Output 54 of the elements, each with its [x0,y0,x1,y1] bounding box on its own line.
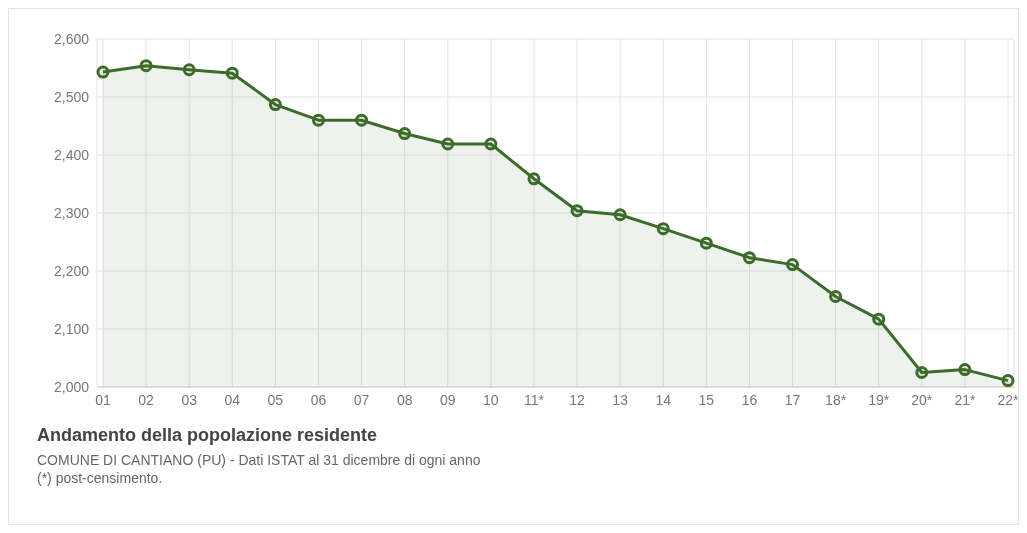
point [613,208,627,222]
x-tick-label: 18* [825,391,847,408]
point [1001,374,1015,387]
point [872,312,886,326]
x-tick-label: 06 [310,391,327,408]
y-tick-label: 2,500 [53,88,90,105]
x-tick-label: 17 [784,391,801,408]
point [484,137,498,151]
x-tick-label: 05 [267,391,284,408]
point [786,258,800,272]
point [958,363,972,377]
text: COMUNE DI CANTIANO (PU) - Dati ISTAT al 31 dicembre di ogni anno [37,452,482,468]
point [915,366,929,379]
x-tick-label: 22* [997,391,1020,408]
x-tick-label: 16 [741,391,758,408]
point [570,204,584,218]
x-tick-label: 07 [353,391,370,408]
x-tick-label: 08 [396,391,413,408]
x-tick-label: 21* [954,391,976,408]
point [699,236,713,250]
point [225,66,239,80]
point [527,172,541,186]
point [355,113,369,127]
point [398,127,412,141]
x-tick-label: 02 [138,391,155,408]
x-tick-label: 01 [95,391,111,408]
x-tick-label: 09 [439,391,456,408]
point [656,222,670,236]
y-tick-label: 2,600 [53,30,90,47]
x-tick-label: 10 [483,391,499,408]
y-tick-label: 2,200 [53,262,90,279]
x-tick-label: 04 [224,391,241,408]
x-tick-label: 14 [655,391,672,408]
point [742,251,756,265]
y-tick-label: 2,400 [53,146,90,163]
x-tick-label: 12 [569,391,586,408]
x-tick-label: 03 [181,391,198,408]
y-tick-label: 2,300 [53,204,90,221]
x-tick-label: 11* [523,391,545,408]
point [268,98,282,112]
y-tick-label: 2,000 [53,378,90,395]
x-tick-label: 20* [911,391,933,408]
x-tick-label: 19* [868,391,890,408]
point [441,137,455,151]
x-tick-label: 15 [698,391,715,408]
text: (*) post-censimento. [37,470,164,486]
point [139,59,153,73]
x-tick-label: 13 [612,391,629,408]
y-tick-label: 2,100 [53,320,90,337]
text: Andamento della popolazione residente [37,425,379,446]
point [311,113,325,127]
point [96,65,110,79]
point [829,290,843,304]
point [182,63,196,77]
